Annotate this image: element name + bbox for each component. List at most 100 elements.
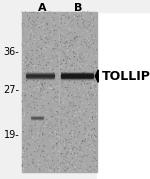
Point [39,44,41,47]
Point [69,41,71,44]
Point [70,55,72,58]
Point [28,87,30,90]
Point [51,140,54,143]
Point [36,100,38,103]
Point [73,148,76,151]
Point [88,22,91,25]
Point [63,69,65,72]
Point [33,18,35,21]
Point [73,161,76,163]
Point [21,22,24,25]
Point [30,128,33,131]
Point [32,90,34,93]
Point [78,105,80,108]
Point [24,88,26,91]
Point [95,152,97,155]
Point [34,28,36,31]
Point [94,168,96,170]
Point [34,42,37,44]
Point [24,156,26,159]
Point [90,119,93,122]
Point [42,72,45,75]
Point [26,19,28,21]
Point [32,15,34,18]
Point [84,140,87,143]
Point [44,41,46,44]
Point [46,41,49,43]
Point [91,95,93,98]
Point [55,133,58,136]
Point [94,38,96,41]
Point [95,117,97,120]
Point [26,143,28,146]
Point [61,152,64,155]
Point [94,161,96,164]
Point [66,41,68,44]
Point [60,96,63,99]
Point [91,83,93,86]
Point [49,68,52,71]
Point [58,120,61,123]
Point [69,113,71,115]
Point [41,67,43,70]
Point [70,130,73,133]
Point [56,144,58,147]
Point [91,148,93,151]
Point [40,44,43,47]
Point [56,113,59,116]
Point [41,83,44,86]
Point [55,99,57,101]
Point [27,103,30,105]
Point [89,170,92,173]
Point [68,61,71,64]
Point [74,13,76,15]
Point [71,114,74,117]
Point [63,148,66,151]
Point [74,122,76,125]
Point [83,41,85,44]
Point [94,115,97,118]
Point [42,26,45,29]
Point [42,157,44,160]
Point [82,62,84,65]
Point [50,94,53,96]
Point [43,102,46,105]
Point [63,158,65,161]
Point [21,139,23,141]
Point [79,80,81,83]
Point [61,92,64,95]
Point [30,95,32,98]
Point [72,80,74,83]
Point [66,11,68,14]
Point [94,60,96,63]
Point [60,130,62,133]
Point [93,107,95,110]
Point [76,59,79,61]
Point [45,18,48,20]
Point [32,88,34,90]
Point [34,160,36,163]
Point [63,16,65,18]
Point [69,133,71,136]
Point [88,103,90,106]
Point [32,111,34,114]
Point [23,170,25,172]
Point [58,115,60,118]
Point [22,90,25,93]
Point [56,119,58,122]
Point [90,90,92,93]
Point [67,66,69,69]
Point [54,11,56,14]
Point [76,107,78,110]
Point [71,55,74,58]
Point [28,53,30,56]
Point [55,75,57,78]
Point [42,21,45,24]
Point [51,88,54,91]
Point [94,71,96,74]
Point [76,168,78,170]
Point [45,58,47,61]
Point [52,163,55,166]
Point [71,144,74,147]
Point [30,24,32,27]
